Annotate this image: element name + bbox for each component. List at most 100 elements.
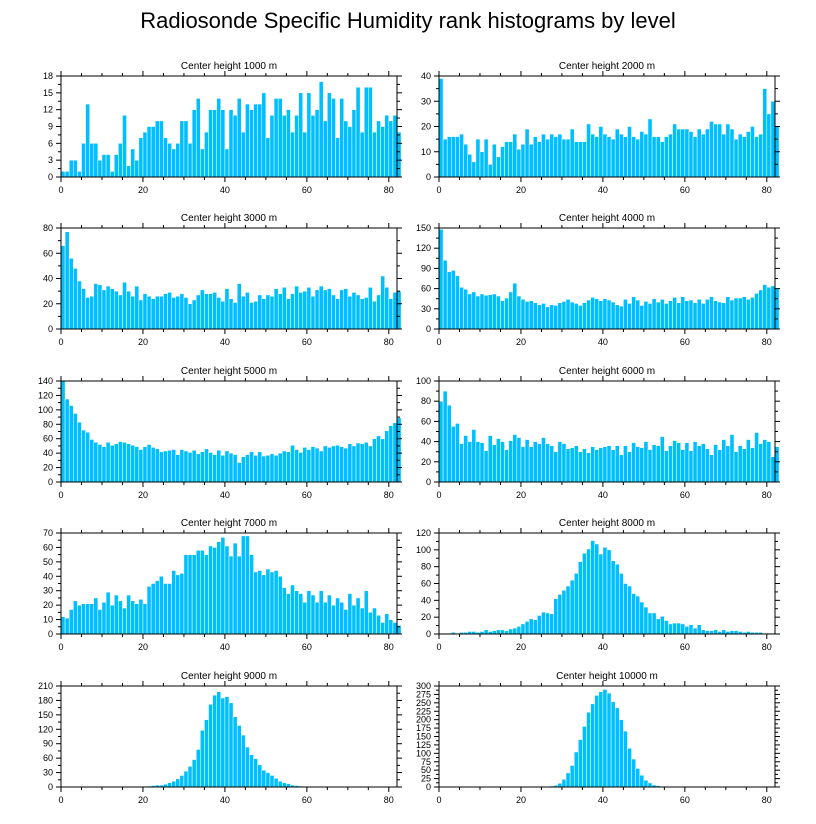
panel-title: Center height 1000 m <box>181 61 277 72</box>
histogram-bar <box>228 555 234 635</box>
x-tick-label: 0 <box>436 642 441 652</box>
histogram-bar <box>639 774 645 788</box>
histogram-bar <box>750 297 755 330</box>
histogram-bar <box>664 620 669 635</box>
x-tick-label: 0 <box>436 490 441 500</box>
histogram-bar <box>200 451 205 483</box>
histogram-panel-8: Center height 8000 m 0 20 40 60 80 0 20 40 60 80 10… <box>416 518 780 652</box>
histogram-bar <box>569 301 575 330</box>
histogram-bar <box>134 446 140 483</box>
x-tick-label: 40 <box>220 795 230 805</box>
panel-title: Center height 3000 m <box>181 213 277 224</box>
histogram-bar <box>351 604 357 635</box>
histogram-bar <box>277 293 283 330</box>
histogram-bar <box>183 770 189 788</box>
histogram-bar <box>766 441 772 483</box>
histogram-bar <box>167 782 172 788</box>
histogram-bar <box>318 450 324 483</box>
histogram-bar <box>553 136 559 178</box>
histogram-bar <box>314 447 320 483</box>
histogram-bar <box>733 138 739 178</box>
panel-title: Center height 8000 m <box>559 518 655 529</box>
x-tick-label: 80 <box>384 490 394 500</box>
histogram-bar <box>635 446 641 483</box>
histogram-bar <box>114 154 119 178</box>
histogram-bar <box>183 120 189 178</box>
histogram-bar <box>212 109 217 178</box>
histogram-bar <box>159 120 164 178</box>
histogram-bar <box>245 746 250 788</box>
histogram-bar <box>766 287 772 330</box>
histogram-bar <box>273 778 279 788</box>
y-tick-label: 0 <box>426 782 431 792</box>
x-tick-label: 80 <box>762 642 772 652</box>
x-tick-label: 20 <box>516 795 526 805</box>
histogram-bar <box>372 131 377 178</box>
histogram-bar <box>150 298 156 330</box>
x-tick-label: 60 <box>680 642 690 652</box>
histogram-bar <box>762 284 768 330</box>
histogram-bar <box>232 115 238 178</box>
histogram-bar <box>721 133 727 178</box>
histogram-bar <box>442 260 448 330</box>
x-tick-label: 80 <box>384 642 394 652</box>
y-tick-label: 300 <box>416 681 431 691</box>
histogram-bar <box>163 293 168 330</box>
histogram-bar <box>532 302 538 330</box>
histogram-bar <box>573 141 579 178</box>
histogram-bar <box>60 245 66 330</box>
histogram-bar <box>220 455 226 483</box>
y-tick-label: 9 <box>48 122 53 132</box>
histogram-bar <box>455 275 460 330</box>
histogram-bar <box>232 716 238 788</box>
histogram-bar <box>64 231 70 330</box>
y-tick-label: 275 <box>416 689 431 699</box>
histogram-bar <box>384 287 390 330</box>
histogram-bar <box>627 126 632 178</box>
histogram-bar <box>372 300 377 330</box>
histogram-bar <box>77 604 82 635</box>
histogram-bar <box>191 109 197 178</box>
histogram-bar <box>68 159 74 178</box>
histogram-bar <box>492 143 497 178</box>
histogram-bar <box>594 449 600 483</box>
histogram-bar <box>541 303 546 330</box>
x-tick-label: 60 <box>680 185 690 195</box>
histogram-bar <box>532 619 538 635</box>
histogram-bar <box>114 443 119 483</box>
histogram-bar <box>109 171 115 178</box>
histogram-bar <box>438 229 444 330</box>
histogram-bar <box>487 435 493 483</box>
x-tick-label: 40 <box>220 337 230 347</box>
histogram-bar <box>93 597 99 635</box>
x-tick-label: 0 <box>58 642 63 652</box>
histogram-bar <box>623 136 628 178</box>
histogram-bar <box>545 138 550 178</box>
histogram-bar <box>602 547 608 635</box>
histogram-bar <box>643 441 649 483</box>
histogram-bar <box>696 445 702 483</box>
histogram-bar <box>442 390 448 483</box>
histogram-bar <box>126 443 131 483</box>
histogram-bar <box>154 580 160 635</box>
histogram-bar <box>191 554 197 635</box>
histogram-bar <box>269 775 275 788</box>
histogram-bar <box>339 602 344 635</box>
histogram-bar <box>355 442 361 483</box>
histogram-bar <box>586 123 591 178</box>
histogram-bar <box>713 444 718 483</box>
x-tick-label: 0 <box>436 337 441 347</box>
histogram-bar <box>623 445 628 483</box>
histogram-bar <box>606 299 612 330</box>
histogram-bar <box>302 131 308 178</box>
y-tick-label: 150 <box>416 732 431 742</box>
y-tick-label: 40 <box>43 571 53 581</box>
histogram-bar <box>496 438 501 483</box>
y-tick-label: 0 <box>426 629 431 639</box>
histogram-bar <box>541 611 546 635</box>
x-tick-label: 80 <box>762 337 772 347</box>
histogram-bar <box>122 607 127 635</box>
histogram-bar <box>314 109 320 178</box>
histogram-bar <box>631 296 636 330</box>
histogram-bar <box>171 570 176 635</box>
